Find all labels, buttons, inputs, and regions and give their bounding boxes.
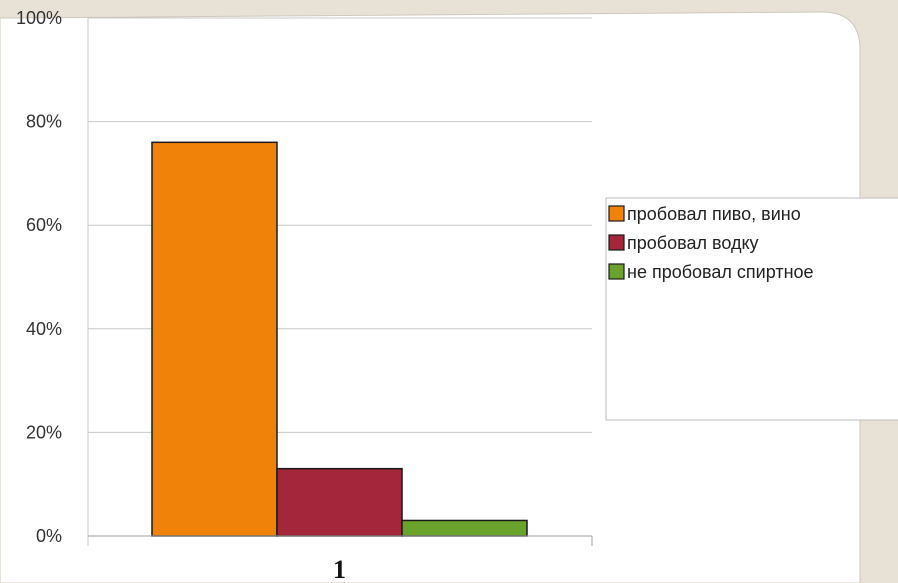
y-tick-label: 80%	[26, 112, 62, 132]
y-tick-label: 100%	[16, 8, 62, 28]
bar	[401, 519, 528, 537]
bar	[151, 141, 278, 537]
legend-swatch	[608, 205, 625, 222]
legend-box	[605, 197, 898, 421]
x-tick-label: 1	[333, 555, 346, 583]
bar	[276, 467, 403, 537]
legend-label: пробовал пиво, вино	[627, 204, 801, 224]
legend-label: не пробовал спиртное	[627, 262, 814, 282]
legend-swatch	[608, 234, 625, 251]
legend-swatch	[608, 263, 625, 280]
y-tick-label: 0%	[36, 526, 62, 546]
y-tick-label: 60%	[26, 215, 62, 235]
x-axis: 1	[87, 18, 593, 583]
legend: пробовал пиво, вино пробовал водку не проб…	[605, 197, 898, 421]
y-axis: 0% 20% 40% 60% 80% 100%	[16, 8, 62, 546]
y-tick-label: 20%	[26, 422, 62, 442]
legend-label: пробовал водку	[627, 233, 759, 253]
y-tick-label: 40%	[26, 319, 62, 339]
